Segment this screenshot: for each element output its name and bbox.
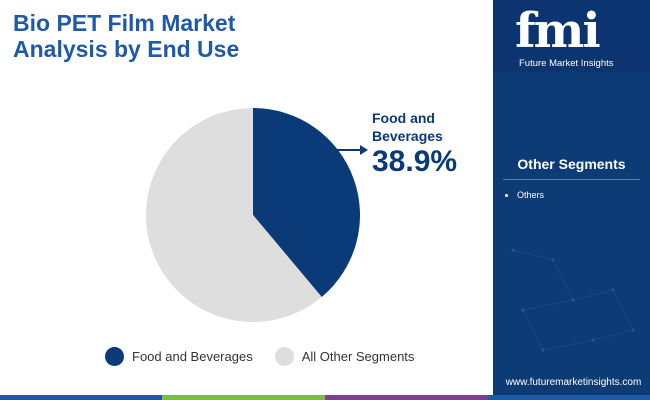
pie-slice-all-other-segments bbox=[145, 108, 322, 323]
legend: Food and Beverages All Other Segments bbox=[105, 347, 436, 366]
logo: fmi Future Market Insights bbox=[493, 0, 650, 72]
pie-slices bbox=[145, 108, 360, 323]
callout-value: 38.9% bbox=[372, 145, 458, 178]
bullet-icon bbox=[505, 194, 508, 198]
callout-label: Food and Beverages bbox=[372, 110, 443, 144]
callout-arrow bbox=[332, 145, 368, 155]
chart-panel: Bio PET Film Market Analysis by End Use … bbox=[13, 10, 458, 366]
bar-segment-1 bbox=[0, 395, 162, 400]
decorative-texture bbox=[511, 248, 635, 352]
website-url[interactable]: www.futuremarketinsights.com bbox=[505, 377, 642, 388]
pie-chart bbox=[145, 108, 368, 323]
divider bbox=[503, 179, 640, 180]
segment-item-label: Others bbox=[517, 190, 545, 200]
bottom-color-bar bbox=[0, 395, 650, 400]
bar-segment-4 bbox=[488, 395, 650, 400]
logo-subtitle: Future Market Insights bbox=[519, 58, 614, 69]
legend-label-other: All Other Segments bbox=[301, 349, 415, 364]
side-panel: fmi Future Market Insights Other Segment… bbox=[493, 0, 650, 395]
legend-swatch-food bbox=[105, 347, 124, 366]
pie-slice-food-and-beverages bbox=[253, 108, 360, 298]
legend-label-food: Food and Beverages bbox=[132, 349, 253, 364]
segment-item: Others bbox=[505, 190, 544, 200]
bar-segment-3 bbox=[325, 395, 488, 400]
legend-item-other: All Other Segments bbox=[274, 347, 415, 366]
legend-swatch-other bbox=[274, 347, 294, 366]
legend-item-food: Food and Beverages bbox=[105, 347, 253, 366]
chart-title: Bio PET Film Market Analysis by End Use bbox=[13, 10, 240, 62]
other-segments-heading: Other Segments bbox=[517, 156, 626, 172]
bar-segment-2 bbox=[162, 395, 325, 400]
logo-mark: fmi bbox=[515, 3, 601, 59]
